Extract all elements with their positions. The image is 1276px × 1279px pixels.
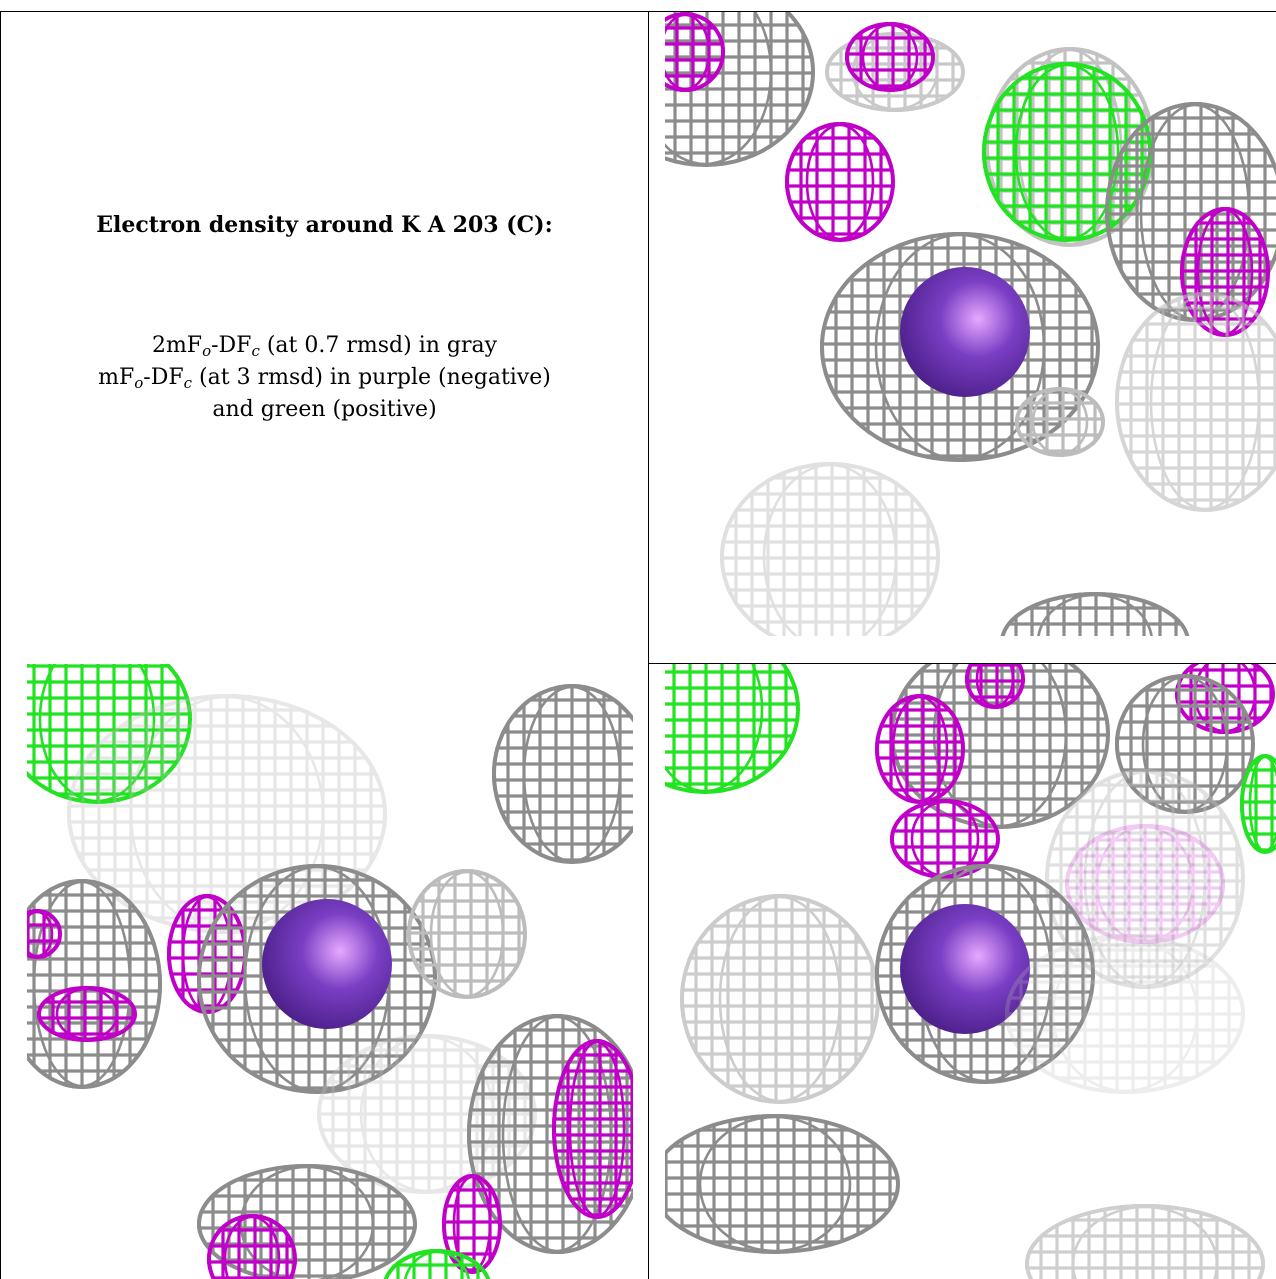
mesh-fofc-positive — [1240, 754, 1276, 854]
mesh-fofc-positive — [382, 1249, 492, 1279]
caption-title: Electron density around K A 203 (C): — [96, 212, 553, 238]
density-view-3 — [665, 664, 1276, 1279]
mesh-2fofc — [665, 1114, 900, 1254]
electron-density-mesh-icon — [665, 12, 1276, 636]
mesh-2fofc — [407, 869, 527, 999]
mesh-fofc-positive — [665, 664, 800, 794]
mesh-2fofc — [27, 879, 162, 1089]
caption-line2-part: mF — [98, 365, 135, 390]
mesh-fofc-negative — [37, 986, 137, 1042]
electron-density-mesh-icon — [665, 664, 1276, 1279]
density-view-1 — [665, 12, 1276, 636]
mesh-2fofc — [1000, 592, 1190, 636]
mesh-2fofc — [825, 32, 965, 112]
mesh-fofc-negative — [965, 664, 1025, 709]
mesh-fofc-negative — [27, 909, 62, 959]
caption-line1-part: 2mF — [151, 333, 203, 358]
mesh-fofc-negative — [207, 1214, 297, 1279]
caption-line2-part: -DF — [143, 365, 184, 390]
caption-line-2fofc: 2mFo-DFc (at 0.7 rmsd) in gray — [1, 330, 648, 362]
mesh-fofc-negative — [552, 1039, 633, 1219]
table-border-top — [0, 11, 1276, 12]
mesh-fofc-negative — [875, 694, 965, 804]
electron-density-mesh-icon — [27, 664, 633, 1279]
mesh-2fofc — [680, 894, 880, 1104]
density-view-2 — [27, 664, 633, 1279]
mesh-fofc-negative — [167, 894, 247, 1014]
potassium-ion-sphere — [262, 899, 392, 1029]
mesh-2fofc — [1115, 674, 1255, 814]
mesh-fofc-negative — [785, 122, 895, 242]
potassium-ion-sphere — [900, 904, 1030, 1034]
mesh-2fofc — [720, 462, 940, 636]
mesh-2fofc — [492, 684, 633, 864]
mesh-fofc-negative — [890, 799, 1000, 879]
potassium-ion-sphere — [900, 267, 1030, 397]
caption-line1-sub: c — [251, 342, 260, 360]
caption-line1-part: -DF — [211, 333, 252, 358]
caption-body: 2mFo-DFc (at 0.7 rmsd) in gray mFo-DFc (… — [1, 330, 648, 426]
caption-line1-part: (at 0.7 rmsd) in gray — [259, 333, 498, 358]
caption-line1-sub: o — [202, 342, 212, 360]
mesh-2fofc — [1115, 292, 1276, 512]
mesh-fofc-negative — [1065, 824, 1225, 944]
mesh-2fofc — [1025, 1204, 1265, 1279]
caption-line-fofc: mFo-DFc (at 3 rmsd) in purple (negative) — [1, 362, 648, 394]
caption-line-positive: and green (positive) — [212, 397, 437, 422]
table-border-left — [0, 11, 1, 1279]
table-divider-vertical — [648, 11, 649, 1279]
caption-line2-part: (at 3 rmsd) in purple (negative) — [192, 365, 551, 390]
caption-line2-sub: o — [134, 374, 144, 392]
mesh-fofc-negative — [665, 12, 725, 92]
caption-line2-sub: c — [183, 374, 193, 392]
mesh-fofc-negative — [442, 1174, 502, 1274]
caption-cell: Electron density around K A 203 (C): 2mF… — [1, 12, 648, 664]
